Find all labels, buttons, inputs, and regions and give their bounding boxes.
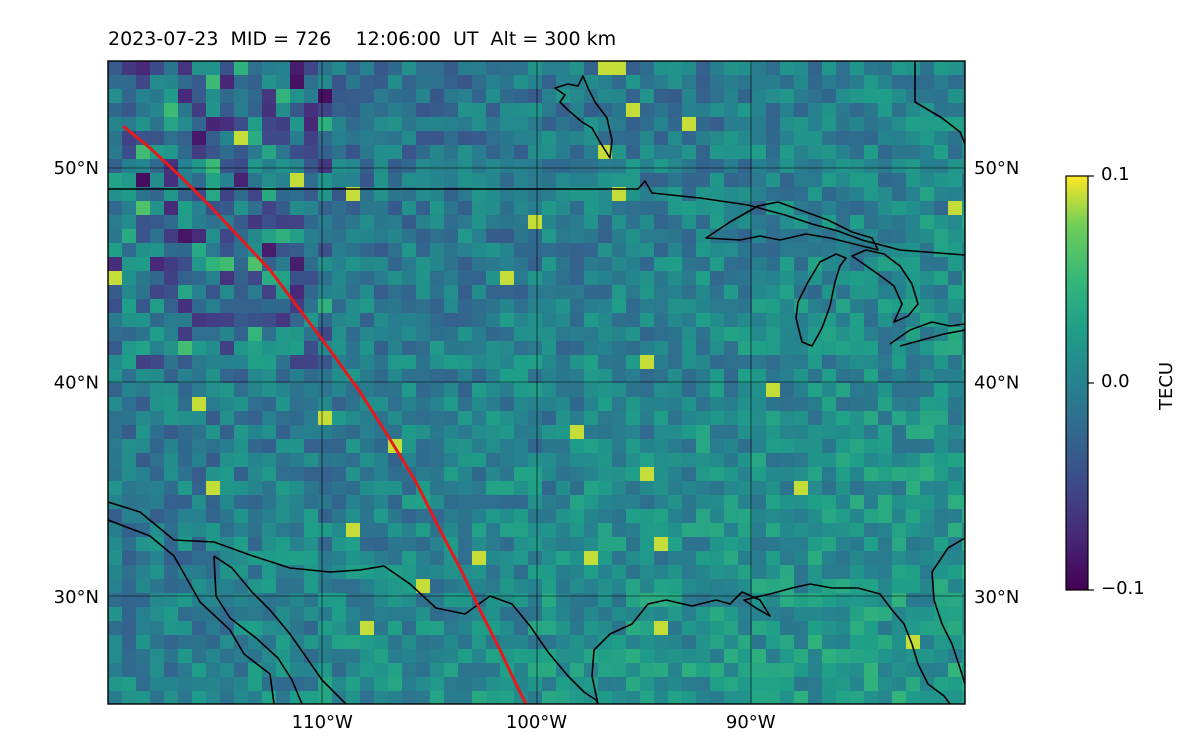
lat-label-right-30: 30°N [974, 587, 1019, 608]
colorbar-tick-label-min: −0.1 [1101, 578, 1145, 599]
gulf-coast [108, 501, 599, 704]
longitude-labels: 110°W 100°W 90°W [292, 712, 776, 733]
graticule [108, 61, 965, 704]
labrador-coast [914, 61, 965, 145]
tec-field [108, 61, 965, 704]
lake-superior [705, 201, 879, 251]
map-title: 2023-07-23 MID = 726 12:06:00 UT Alt = 3… [108, 28, 617, 50]
latitude-labels-right: 30°N 40°N 50°N [974, 158, 1019, 608]
hudson-bay-coast [554, 75, 613, 159]
gulf-of-california [213, 555, 347, 704]
lat-label-left-50: 50°N [54, 158, 99, 179]
us-canada-border [108, 180, 965, 256]
lon-label-110: 110°W [292, 712, 353, 733]
lat-label-left-30: 30°N [54, 587, 99, 608]
gulf-of-mexico-north-shore [591, 583, 951, 704]
lake-erie-ontario [889, 321, 965, 347]
lon-label-90: 90°W [726, 712, 776, 733]
lat-label-right-50: 50°N [974, 158, 1019, 179]
lat-label-left-40: 40°N [54, 373, 99, 394]
baja-california [108, 519, 275, 704]
lat-label-right-40: 40°N [974, 373, 1019, 394]
colorbar [1065, 175, 1094, 591]
map-frame [107, 60, 966, 705]
colorbar-tick-label-max: 0.1 [1101, 164, 1130, 185]
lake-michigan [795, 253, 847, 347]
florida-coast [931, 537, 965, 685]
coastlines [108, 61, 965, 704]
colorbar-tick-label-zero: 0.0 [1101, 371, 1130, 392]
colorbar-label: TECU [1156, 361, 1177, 410]
lake-huron [851, 249, 919, 323]
latitude-labels-left: 30°N 40°N 50°N [54, 158, 99, 608]
colorbar-gradient [1065, 175, 1089, 591]
lon-label-100: 100°W [506, 712, 567, 733]
satellite-ground-track [122, 124, 528, 704]
